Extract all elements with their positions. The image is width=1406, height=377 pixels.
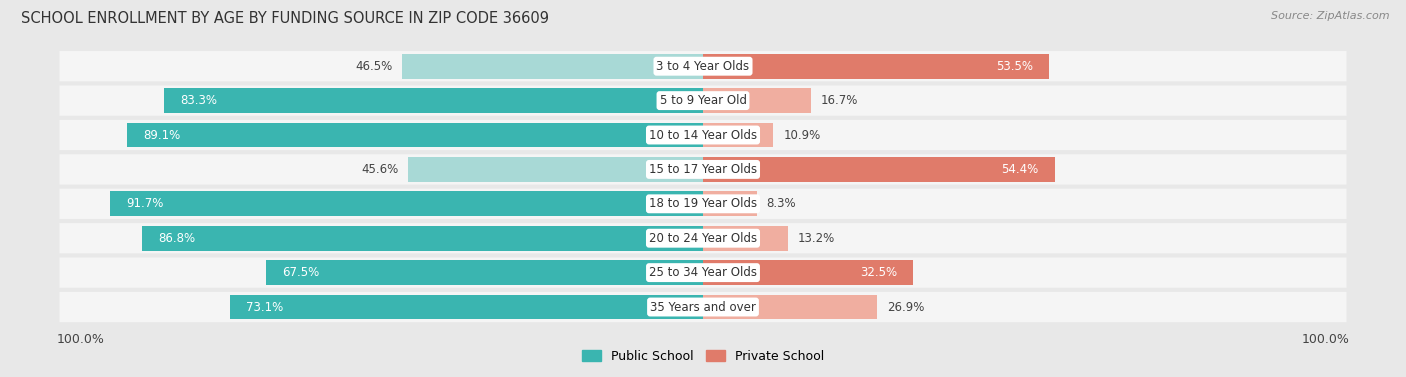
Legend: Public School, Private School: Public School, Private School	[576, 345, 830, 368]
FancyBboxPatch shape	[59, 257, 1347, 288]
Text: 46.5%: 46.5%	[356, 60, 392, 73]
Text: 54.4%: 54.4%	[1001, 163, 1039, 176]
Text: 13.2%: 13.2%	[799, 232, 835, 245]
Text: 73.1%: 73.1%	[246, 300, 284, 314]
FancyBboxPatch shape	[59, 51, 1347, 81]
Bar	[703, 192, 756, 216]
Text: 18 to 19 Year Olds: 18 to 19 Year Olds	[650, 197, 756, 210]
Bar	[703, 123, 773, 147]
Text: 100.0%: 100.0%	[1302, 333, 1350, 346]
Text: 16.7%: 16.7%	[821, 94, 858, 107]
FancyBboxPatch shape	[59, 188, 1347, 219]
Bar	[267, 260, 703, 285]
Bar	[231, 295, 703, 319]
Text: 45.6%: 45.6%	[361, 163, 398, 176]
Bar	[165, 88, 703, 113]
Text: 83.3%: 83.3%	[180, 94, 218, 107]
Bar	[703, 226, 789, 251]
Bar	[703, 54, 1049, 78]
Text: 91.7%: 91.7%	[127, 197, 163, 210]
Text: 26.9%: 26.9%	[887, 300, 924, 314]
Text: 15 to 17 Year Olds: 15 to 17 Year Olds	[650, 163, 756, 176]
Text: 86.8%: 86.8%	[157, 232, 195, 245]
Bar	[703, 157, 1054, 182]
Text: 32.5%: 32.5%	[860, 266, 897, 279]
Text: 20 to 24 Year Olds: 20 to 24 Year Olds	[650, 232, 756, 245]
Text: SCHOOL ENROLLMENT BY AGE BY FUNDING SOURCE IN ZIP CODE 36609: SCHOOL ENROLLMENT BY AGE BY FUNDING SOUR…	[21, 11, 550, 26]
Text: 89.1%: 89.1%	[143, 129, 180, 141]
Text: 10.9%: 10.9%	[783, 129, 821, 141]
Text: 100.0%: 100.0%	[56, 333, 104, 346]
Text: 10 to 14 Year Olds: 10 to 14 Year Olds	[650, 129, 756, 141]
Bar	[110, 192, 703, 216]
FancyBboxPatch shape	[59, 154, 1347, 185]
Bar	[703, 295, 877, 319]
Bar	[408, 157, 703, 182]
Text: 3 to 4 Year Olds: 3 to 4 Year Olds	[657, 60, 749, 73]
Bar	[127, 123, 703, 147]
Text: 25 to 34 Year Olds: 25 to 34 Year Olds	[650, 266, 756, 279]
Text: 53.5%: 53.5%	[995, 60, 1033, 73]
Text: Source: ZipAtlas.com: Source: ZipAtlas.com	[1271, 11, 1389, 21]
Text: 35 Years and over: 35 Years and over	[650, 300, 756, 314]
Bar	[142, 226, 703, 251]
Bar	[402, 54, 703, 78]
FancyBboxPatch shape	[59, 223, 1347, 253]
FancyBboxPatch shape	[59, 120, 1347, 150]
Text: 5 to 9 Year Old: 5 to 9 Year Old	[659, 94, 747, 107]
Text: 67.5%: 67.5%	[283, 266, 319, 279]
FancyBboxPatch shape	[59, 86, 1347, 116]
Text: 8.3%: 8.3%	[766, 197, 796, 210]
Bar	[703, 260, 914, 285]
Bar	[703, 88, 811, 113]
FancyBboxPatch shape	[59, 292, 1347, 322]
